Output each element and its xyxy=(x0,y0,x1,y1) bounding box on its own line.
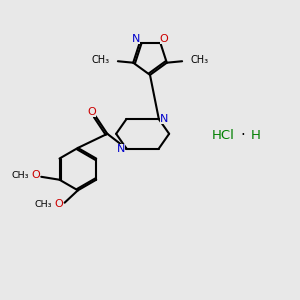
Text: N: N xyxy=(132,34,140,44)
Text: O: O xyxy=(31,170,40,180)
Text: O: O xyxy=(160,34,169,44)
Text: CH₃: CH₃ xyxy=(11,171,29,180)
Text: O: O xyxy=(54,199,63,209)
Text: HCl: HCl xyxy=(212,129,235,142)
Text: O: O xyxy=(88,107,96,117)
Text: N: N xyxy=(117,143,125,154)
Text: CH₃: CH₃ xyxy=(35,200,52,209)
Text: CH₃: CH₃ xyxy=(190,55,208,65)
Text: H: H xyxy=(251,129,261,142)
Text: N: N xyxy=(160,114,168,124)
Text: CH₃: CH₃ xyxy=(92,55,110,65)
Text: ·: · xyxy=(240,128,245,143)
